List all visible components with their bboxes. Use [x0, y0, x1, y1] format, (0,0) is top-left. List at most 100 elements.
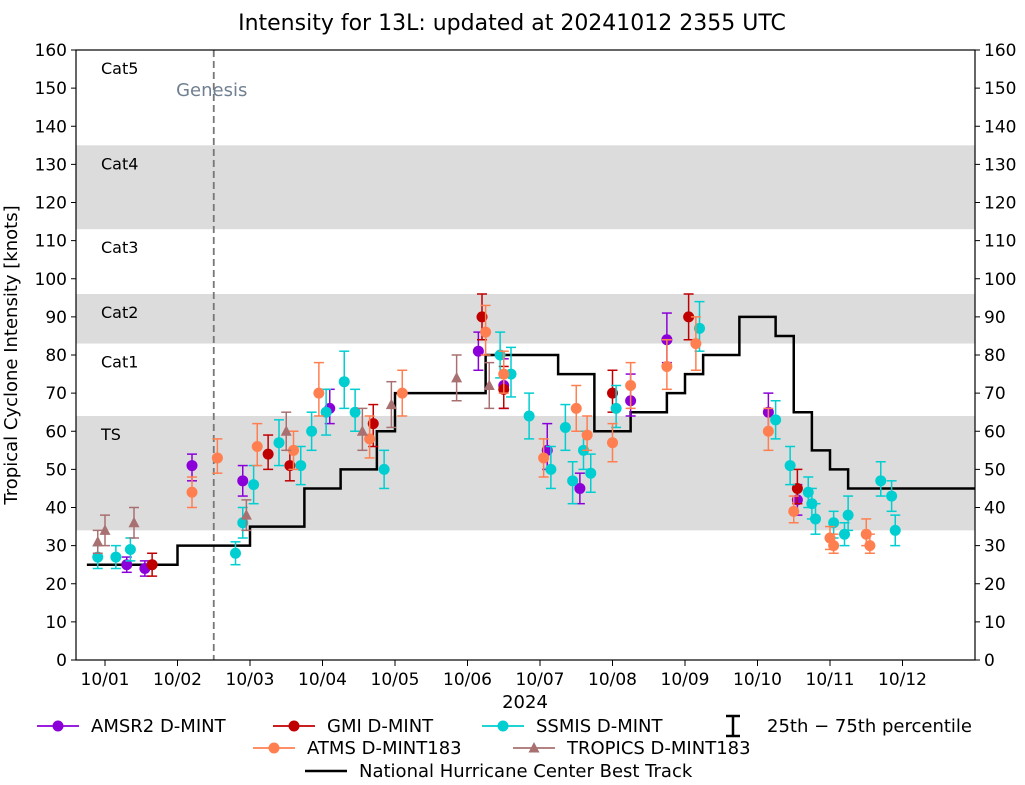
y-tick-label-left: 0 [56, 651, 67, 671]
data-point [574, 482, 586, 494]
data-point [367, 418, 379, 430]
y-axis-label: Tropical Cyclone Intensity [knots] [1, 205, 22, 505]
y-tick-label-left: 40 [45, 499, 67, 519]
data-point [791, 482, 803, 494]
data-point [295, 460, 307, 472]
data-point [280, 425, 292, 436]
legend-label: ATMS D-MINT183 [307, 738, 462, 759]
data-point [559, 421, 571, 433]
data-point [248, 479, 260, 491]
legend-label: National Hurricane Center Best Track [359, 761, 693, 782]
legend-marker [52, 720, 64, 732]
data-point [251, 441, 263, 452]
x-tick-label: 10/05 [371, 670, 420, 690]
legend-label: GMI D-MINT [327, 716, 434, 737]
data-point [661, 360, 673, 372]
data-point [472, 345, 484, 357]
data-point [607, 387, 618, 399]
category-label-ts: TS [100, 425, 121, 444]
x-axis-label: 2024 [502, 692, 548, 713]
data-point [607, 437, 618, 449]
data-point [864, 540, 876, 552]
data-point [364, 433, 376, 445]
data-point [262, 448, 274, 460]
data-point [694, 322, 705, 334]
category-label-cat1: Cat1 [101, 353, 138, 372]
data-point [92, 535, 104, 547]
band-cat4 [76, 145, 975, 230]
y-tick-label-right: 100 [984, 270, 1016, 290]
data-point [538, 452, 550, 464]
y-tick-label-right: 0 [984, 651, 995, 671]
x-tick-label: 10/10 [733, 670, 782, 690]
data-point [211, 452, 223, 464]
y-tick-label-left: 130 [35, 155, 67, 175]
data-point [784, 460, 796, 472]
x-tick-label: 10/06 [443, 670, 492, 690]
data-point [875, 475, 887, 487]
legend-label: TROPICS D-MINT183 [566, 738, 751, 759]
best-track [86, 315, 975, 566]
y-tick-label-left: 70 [45, 384, 67, 404]
x-tick-label: 10/04 [298, 670, 347, 690]
category-label-cat2: Cat2 [101, 303, 138, 322]
data-point [523, 410, 535, 422]
x-tick-label: 10/01 [81, 670, 130, 690]
data-point [128, 516, 140, 528]
category-label-cat4: Cat4 [101, 154, 138, 173]
data-point [284, 460, 296, 472]
axes: 0 0 10 10 20 20 30 30 40 40 50 50 60 60 70 70 80 80 90 90 10… [35, 41, 1017, 690]
data-point [186, 460, 198, 472]
y-tick-label-right: 80 [984, 346, 1006, 366]
x-tick-label: 10/12 [878, 670, 927, 690]
data-point [396, 387, 408, 399]
data-point [886, 490, 898, 502]
y-tick-label-right: 160 [984, 41, 1016, 61]
band-cat2 [76, 294, 975, 344]
data-point [625, 380, 637, 391]
data-point [889, 524, 901, 536]
data-point [240, 509, 252, 520]
data-point [121, 559, 133, 571]
data-point [146, 559, 158, 571]
data-point [690, 338, 702, 350]
data-point [828, 540, 840, 552]
y-tick-label-right: 70 [984, 384, 1006, 404]
data-point [494, 349, 506, 361]
data-point [545, 463, 557, 475]
y-tick-label-right: 40 [984, 499, 1006, 519]
data-point [480, 326, 492, 338]
data-point [99, 524, 111, 535]
category-labels: TS Cat1 Cat2 Cat3 Cat4 Cat5 [100, 59, 138, 444]
legend-label: 25th − 75th percentile [767, 716, 972, 737]
y-tick-label-right: 90 [984, 308, 1006, 328]
data-point [585, 467, 597, 479]
y-tick-label-right: 120 [984, 194, 1016, 214]
legend-marker [497, 720, 509, 732]
data-point [378, 463, 390, 475]
y-tick-label-right: 130 [984, 155, 1016, 175]
data-point [338, 376, 350, 388]
series-ssmis-d-mint [92, 300, 901, 570]
y-tick-label-right: 10 [984, 613, 1006, 633]
x-tick-label: 10/09 [661, 670, 710, 690]
best-track-line [86, 315, 975, 566]
x-tick-label: 10/03 [226, 670, 275, 690]
y-tick-label-right: 110 [984, 232, 1016, 252]
data-point [762, 425, 774, 437]
data-point [313, 387, 325, 399]
data-point [451, 371, 463, 383]
band-ts [76, 416, 975, 531]
y-tick-label-right: 20 [984, 575, 1006, 595]
category-label-cat5: Cat5 [101, 59, 138, 78]
data-point [810, 513, 821, 525]
data-point [802, 486, 814, 498]
y-tick-label-left: 140 [35, 117, 67, 137]
data-series [92, 293, 901, 577]
data-point [683, 311, 695, 323]
data-point [288, 444, 299, 456]
data-point [476, 311, 488, 323]
data-point [385, 398, 397, 410]
data-point [581, 429, 593, 441]
